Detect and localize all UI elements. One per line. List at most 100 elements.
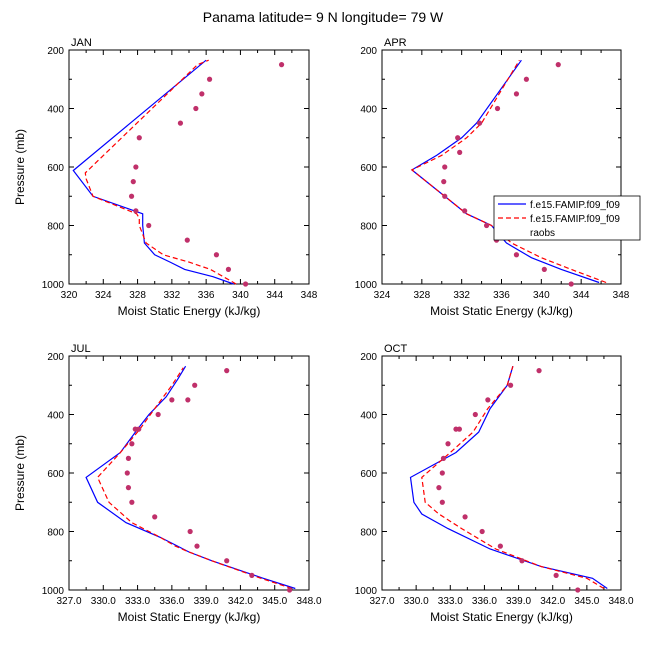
raobs-point: [536, 368, 542, 374]
raobs-point: [440, 455, 447, 461]
x-tick-label: 340: [232, 290, 249, 301]
raobs-point: [136, 135, 142, 141]
raobs-point: [242, 281, 249, 287]
x-tick-label: 336: [198, 290, 215, 301]
x-axis-label: Moist Static Energy (kJ/kg): [118, 304, 261, 318]
x-tick-label: 330.0: [404, 596, 429, 607]
model-line-solid: [409, 366, 608, 589]
x-tick-label: 327.0: [56, 596, 81, 607]
legend-label: raobs: [530, 228, 555, 239]
raobs-point: [184, 237, 190, 243]
raobs-point: [199, 91, 205, 97]
x-tick-label: 344: [573, 290, 590, 301]
x-tick-label: 339.0: [194, 596, 219, 607]
raobs-point: [152, 514, 158, 520]
x-tick-label: 327.0: [369, 596, 394, 607]
x-tick-label: 345.0: [574, 596, 599, 607]
raobs-point: [224, 558, 230, 564]
raobs-point: [462, 514, 468, 520]
y-tick-label: 1000: [355, 586, 378, 597]
y-tick-label: 400: [360, 411, 377, 422]
raobs-point: [136, 426, 142, 432]
x-tick-label: 332: [164, 290, 181, 301]
raobs-point: [155, 411, 161, 418]
x-tick-label: 332: [453, 290, 470, 301]
raobs-point: [445, 441, 451, 447]
y-tick-label: 1000: [42, 280, 65, 291]
raobs-point: [457, 149, 463, 155]
panel-label: OCT: [384, 343, 408, 355]
raobs-point: [508, 382, 514, 388]
raobs-point: [146, 222, 152, 229]
raobs-point: [249, 572, 255, 578]
raobs-point: [485, 397, 491, 403]
raobs-point: [541, 266, 547, 272]
x-tick-label: 348.0: [296, 596, 321, 607]
x-axis-label: Moist Static Energy (kJ/kg): [430, 610, 573, 624]
x-tick-label: 348: [613, 290, 630, 301]
raobs-point: [128, 193, 135, 199]
raobs-point: [555, 62, 561, 68]
plot-frame: [68, 355, 310, 591]
x-tick-label: 330.0: [91, 596, 116, 607]
raobs-point: [177, 120, 184, 126]
raobs-point: [192, 382, 198, 388]
x-tick-label: 345.0: [262, 596, 287, 607]
raobs-point: [483, 222, 490, 229]
raobs-point: [513, 91, 520, 97]
model-line-dashed: [84, 59, 237, 285]
panel-label: JUL: [71, 343, 91, 355]
raobs-point: [193, 105, 199, 112]
raobs-point: [225, 266, 232, 272]
raobs-point: [124, 470, 130, 476]
y-tick-label: 600: [47, 469, 64, 480]
x-tick-label: 336.0: [159, 596, 184, 607]
raobs-point: [439, 499, 445, 505]
x-tick-label: 348: [301, 290, 318, 301]
raobs-point: [472, 411, 478, 418]
y-tick-label: 400: [47, 105, 64, 116]
panel-label: JAN: [71, 37, 92, 49]
x-axis-label: Moist Static Energy (kJ/kg): [430, 304, 573, 318]
x-tick-label: 344: [266, 290, 283, 301]
panel-jan: JAN 320 324 328 332 336 340 344 348 200 400 600 800 1…: [13, 37, 318, 318]
raobs-point: [185, 397, 191, 403]
y-tick-label: 400: [360, 105, 377, 116]
x-tick-label: 336.0: [472, 596, 497, 607]
raobs-point: [462, 208, 468, 214]
panel-jul: JUL 327.0 330.0 333.0 336.0 339.0 342.0 345.0 34…: [13, 343, 322, 624]
raobs-point: [436, 485, 442, 491]
raobs-point: [523, 76, 529, 82]
x-tick-label: 336: [493, 290, 510, 301]
y-tick-label: 800: [360, 528, 377, 539]
panel-oct: OCT 327.0 330.0 333.0 336.0 339.0 342.0 345.0 34…: [355, 343, 634, 624]
raobs-point: [442, 164, 448, 170]
legend-label: f.e15.FAMIP.f09_f09: [530, 214, 620, 225]
y-tick-label: 600: [47, 163, 64, 174]
plot-frame: [68, 49, 310, 285]
raobs-point: [479, 528, 485, 535]
y-tick-label: 200: [47, 46, 64, 57]
raobs-point: [133, 208, 139, 214]
raobs-point: [494, 105, 501, 112]
y-axis-label: Pressure (mb): [13, 435, 27, 511]
y-tick-label: 600: [360, 163, 377, 174]
raobs-point: [456, 426, 462, 432]
y-axis-label: Pressure (mb): [13, 129, 27, 205]
x-tick-label: 328: [129, 290, 146, 301]
x-tick-label: 342.0: [228, 596, 253, 607]
raobs-point: [441, 179, 447, 185]
raobs-point: [187, 528, 193, 535]
y-tick-label: 200: [47, 352, 64, 363]
raobs-point: [129, 441, 135, 447]
raobs-point: [130, 179, 136, 185]
panels: JAN 320 324 328 332 336 340 344 348 200 400 600 800 1…: [13, 37, 634, 624]
y-tick-label: 200: [360, 352, 377, 363]
x-tick-label: 333.0: [125, 596, 150, 607]
raobs-point: [194, 543, 200, 549]
raobs-point: [439, 470, 445, 476]
raobs-point: [206, 76, 213, 82]
model-line-dashed: [410, 59, 607, 284]
raobs-point: [455, 135, 461, 141]
